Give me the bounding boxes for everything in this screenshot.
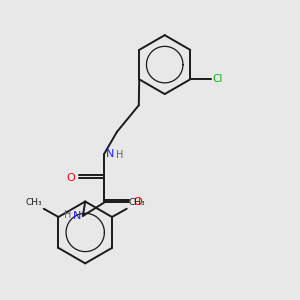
Text: CH₃: CH₃ <box>26 198 42 207</box>
Text: CH₃: CH₃ <box>128 198 145 207</box>
Text: N: N <box>106 148 114 158</box>
Text: H: H <box>64 210 72 220</box>
Text: N: N <box>73 211 82 221</box>
Text: H: H <box>116 150 123 160</box>
Text: O: O <box>133 197 142 207</box>
Text: Cl: Cl <box>213 74 223 84</box>
Text: O: O <box>66 173 75 183</box>
